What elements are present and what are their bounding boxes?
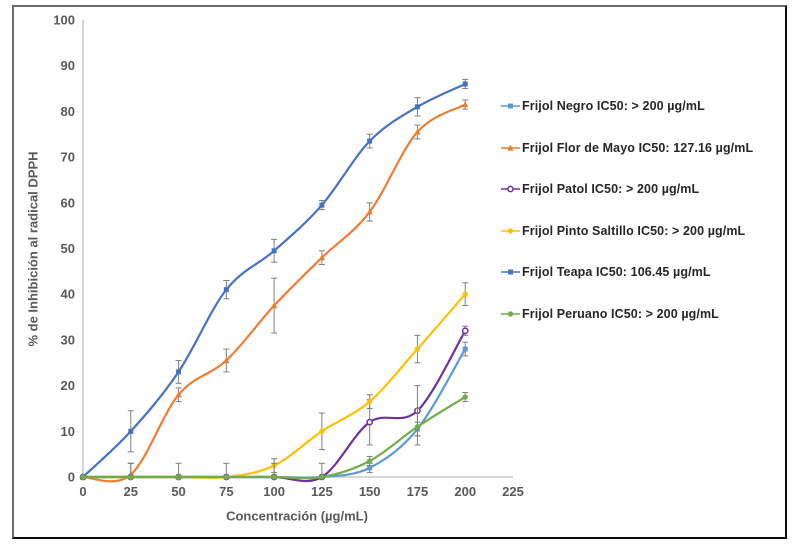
y-tick-label: 60	[61, 195, 75, 210]
legend-marker-frijol-flor-de-mayo	[501, 144, 520, 151]
figure-border	[12, 5, 787, 539]
legend-marker-frijol-negro	[501, 103, 520, 109]
legend-item-frijol-flor-de-mayo: Frijol Flor de Mayo IC50: 127.16 µg/mL	[501, 141, 753, 155]
legend-label-frijol-teapa: Frijol Teapa IC50: 106.45 µg/mL	[522, 265, 711, 279]
y-tick-label: 80	[61, 104, 75, 119]
x-tick-label: 150	[359, 484, 381, 499]
tick-labels: 0 10 20 30 40 50 60 70 80 90 100 0 25 50 75 100 125 150 17…	[53, 13, 524, 500]
legend-item-frijol-teapa: Frijol Teapa IC50: 106.45 µg/mL	[501, 265, 711, 279]
legend-item-frijol-patol: Frijol Patol IC50: > 200 µg/mL	[501, 182, 699, 196]
legend-item-frijol-negro: Frijol Negro IC50: > 200 µg/mL	[501, 99, 705, 113]
series-frijol-peruano	[80, 391, 469, 480]
legend-label-frijol-peruano: Frijol Peruano IC50: > 200 µg/mL	[522, 306, 719, 321]
x-tick-label: 225	[502, 484, 524, 499]
series-frijol-teapa	[80, 78, 469, 480]
y-tick-label: 10	[61, 424, 75, 439]
legend-label-frijol-flor-de-mayo: Frijol Flor de Mayo IC50: 127.16 µg/mL	[522, 140, 754, 155]
series-frijol-patol	[79, 325, 469, 483]
y-tick-label: 90	[61, 58, 75, 73]
legend-marker-frijol-pinto-saltillo	[501, 227, 520, 234]
legend-item-frijol-peruano: Frijol Peruano IC50: > 200 µg/mL	[501, 307, 719, 321]
x-tick-label: 200	[454, 484, 476, 499]
y-tick-label: 0	[68, 470, 75, 485]
y-tick-label: 50	[61, 241, 75, 256]
x-tick-label: 175	[407, 484, 429, 499]
x-axis-title: Concentración (µg/mL)	[226, 508, 368, 524]
x-tick-label: 125	[311, 484, 333, 499]
x-tick-label: 25	[124, 484, 138, 499]
y-tick-label: 70	[61, 150, 75, 165]
legend-label-frijol-patol: Frijol Patol IC50: > 200 µg/mL	[522, 182, 700, 196]
x-tick-label: 100	[263, 484, 285, 499]
legend-label-frijol-pinto-saltillo: Frijol Pinto Saltillo IC50: > 200 µg/mL	[522, 223, 746, 238]
legend-marker-frijol-peruano	[501, 310, 520, 317]
x-tick-label: 50	[171, 484, 185, 499]
y-axis-title: % de Inhibición al radical DPPH	[25, 151, 41, 347]
legend-marker-frijol-teapa	[501, 269, 520, 275]
legend-label-frijol-negro: Frijol Negro IC50: > 200 µg/mL	[522, 99, 705, 113]
y-tick-label: 100	[53, 13, 75, 28]
y-tick-label: 20	[61, 378, 75, 393]
x-tick-label: 0	[79, 484, 86, 499]
y-tick-label: 40	[61, 287, 75, 302]
legend-marker-frijol-patol	[501, 185, 520, 193]
y-tick-label: 30	[61, 332, 75, 347]
x-tick-label: 75	[219, 484, 233, 499]
legend-item-frijol-pinto-saltillo: Frijol Pinto Saltillo IC50: > 200 µg/mL	[501, 224, 745, 238]
